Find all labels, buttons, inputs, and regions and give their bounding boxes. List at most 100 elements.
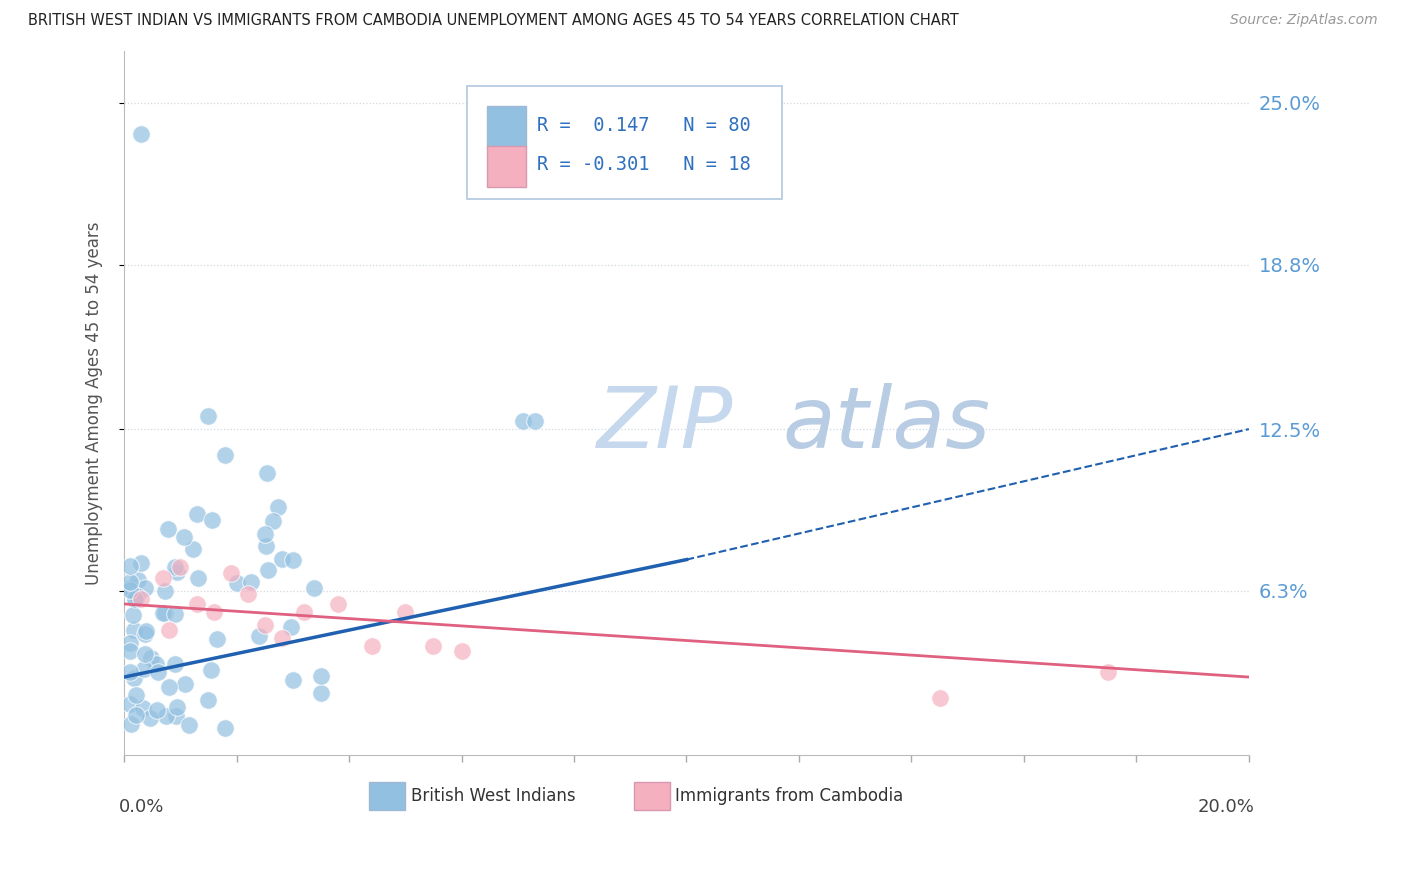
Point (360, 639, 382, 653)
Point (155, 708, 177, 723)
Point (523, 414, 546, 428)
Point (148, 665, 170, 680)
Point (280, 620, 302, 634)
Point (253, 526, 276, 541)
FancyBboxPatch shape (488, 105, 526, 147)
Point (326, 597, 349, 611)
Point (186, 597, 208, 611)
Text: ZIP: ZIP (596, 383, 733, 466)
Point (145, 657, 167, 671)
Point (118, 583, 141, 598)
Text: 20.0%: 20.0% (1198, 797, 1254, 815)
Point (165, 607, 187, 621)
Point (302, 582, 325, 596)
Point (186, 507, 208, 521)
FancyBboxPatch shape (488, 145, 526, 187)
Point (157, 681, 180, 695)
Point (512, 414, 534, 428)
Point (165, 708, 187, 723)
Point (129, 127, 152, 141)
FancyBboxPatch shape (467, 86, 782, 199)
Point (177, 717, 200, 731)
Point (152, 571, 174, 585)
Text: Source: ZipAtlas.com: Source: ZipAtlas.com (1230, 13, 1378, 28)
Point (135, 624, 157, 638)
Point (134, 582, 156, 596)
Point (139, 651, 162, 665)
Point (197, 409, 219, 423)
Y-axis label: Unemployment Among Ages 45 to 54 years: Unemployment Among Ages 45 to 54 years (86, 221, 103, 585)
Text: BRITISH WEST INDIAN VS IMMIGRANTS FROM CAMBODIA UNEMPLOYMENT AMONG AGES 45 TO 54: BRITISH WEST INDIAN VS IMMIGRANTS FROM C… (28, 13, 959, 29)
Point (239, 574, 262, 589)
Point (166, 700, 188, 714)
Point (267, 500, 290, 514)
Point (173, 530, 195, 544)
Point (256, 563, 278, 577)
Point (124, 591, 146, 606)
Point (157, 623, 180, 637)
Point (226, 575, 249, 590)
FancyBboxPatch shape (634, 782, 669, 810)
Point (205, 632, 228, 646)
Point (118, 559, 141, 574)
Point (270, 552, 292, 566)
Point (394, 605, 416, 619)
Point (122, 671, 145, 685)
Point (125, 688, 148, 702)
Point (169, 560, 191, 574)
Point (165, 657, 187, 671)
Point (247, 629, 270, 643)
Point (202, 605, 225, 619)
Point (450, 644, 472, 658)
Point (132, 662, 155, 676)
Point (129, 557, 152, 571)
Point (166, 565, 188, 579)
Point (134, 647, 156, 661)
Point (183, 541, 205, 556)
Point (139, 711, 162, 725)
Point (283, 673, 305, 687)
Text: British West Indians: British West Indians (411, 787, 575, 805)
Text: 0.0%: 0.0% (118, 797, 165, 815)
Point (928, 690, 950, 705)
Point (187, 571, 209, 585)
Point (1097, 665, 1119, 679)
Point (118, 697, 141, 711)
Point (155, 584, 177, 599)
Point (129, 591, 152, 606)
Point (118, 581, 141, 595)
Point (124, 593, 146, 607)
Point (219, 566, 242, 580)
FancyBboxPatch shape (370, 782, 405, 810)
Point (118, 575, 141, 590)
Point (152, 606, 174, 620)
Point (270, 631, 292, 645)
Point (120, 716, 142, 731)
Point (236, 586, 259, 600)
Point (163, 560, 186, 574)
Text: atlas: atlas (782, 383, 990, 466)
Point (118, 665, 141, 679)
Point (197, 693, 219, 707)
Point (125, 589, 148, 603)
Point (281, 552, 304, 566)
Point (262, 514, 284, 528)
Point (127, 574, 149, 588)
Point (132, 701, 155, 715)
Point (253, 618, 276, 632)
Point (174, 676, 197, 690)
Point (214, 721, 236, 735)
Point (201, 513, 224, 527)
Point (122, 623, 145, 637)
Point (118, 636, 141, 650)
Text: R =  0.147   N = 80: R = 0.147 N = 80 (537, 116, 751, 135)
Point (156, 522, 179, 536)
Text: Immigrants from Cambodia: Immigrants from Cambodia (675, 787, 904, 805)
Text: R = -0.301   N = 18: R = -0.301 N = 18 (537, 155, 751, 174)
Point (118, 644, 141, 658)
Point (200, 663, 222, 677)
Point (309, 686, 332, 700)
Point (292, 605, 315, 619)
Point (256, 466, 278, 480)
Point (145, 702, 167, 716)
